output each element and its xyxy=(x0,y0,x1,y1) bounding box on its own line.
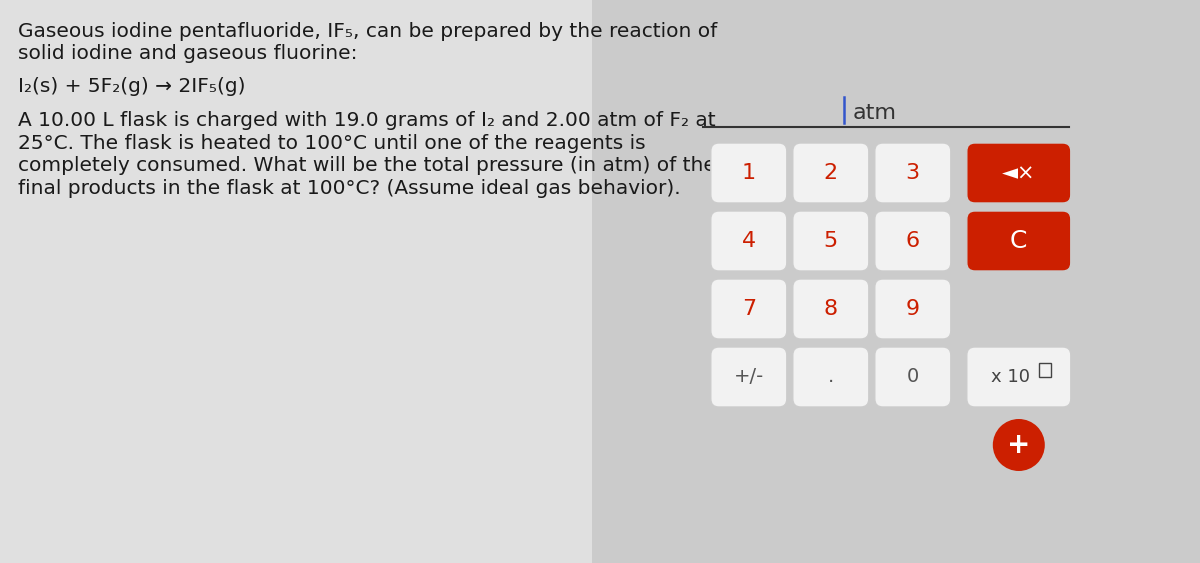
Text: .: . xyxy=(828,368,834,387)
Text: A 10.00 L flask is charged with 19.0 grams of I₂ and 2.00 atm of F₂ at: A 10.00 L flask is charged with 19.0 gra… xyxy=(18,111,715,131)
FancyBboxPatch shape xyxy=(710,279,787,339)
FancyBboxPatch shape xyxy=(875,143,950,203)
Text: 5: 5 xyxy=(823,231,838,251)
Text: 2: 2 xyxy=(823,163,838,183)
Text: Gaseous iodine pentafluoride, IF₅, can be prepared by the reaction of: Gaseous iodine pentafluoride, IF₅, can b… xyxy=(18,22,718,41)
Text: +/-: +/- xyxy=(733,368,764,387)
FancyBboxPatch shape xyxy=(967,347,1070,407)
Text: 3: 3 xyxy=(906,163,920,183)
Text: 1: 1 xyxy=(742,163,756,183)
Text: 25°C. The flask is heated to 100°C until one of the reagents is: 25°C. The flask is heated to 100°C until… xyxy=(18,134,646,153)
FancyBboxPatch shape xyxy=(710,347,787,407)
FancyBboxPatch shape xyxy=(793,347,869,407)
FancyBboxPatch shape xyxy=(967,143,1070,203)
FancyBboxPatch shape xyxy=(793,211,869,271)
Text: x 10: x 10 xyxy=(991,368,1031,386)
Bar xyxy=(0,0,592,563)
Text: completely consumed. What will be the total pressure (in atm) of the: completely consumed. What will be the to… xyxy=(18,157,716,176)
Bar xyxy=(1039,363,1051,377)
FancyBboxPatch shape xyxy=(793,279,869,339)
Bar xyxy=(592,0,1200,563)
Circle shape xyxy=(992,419,1045,471)
FancyBboxPatch shape xyxy=(967,211,1070,271)
FancyBboxPatch shape xyxy=(875,347,950,407)
Text: atm: atm xyxy=(852,103,896,123)
Text: +: + xyxy=(1007,431,1031,459)
FancyBboxPatch shape xyxy=(710,211,787,271)
Text: ◄×: ◄× xyxy=(1002,163,1036,183)
Text: 8: 8 xyxy=(823,299,838,319)
Text: I₂(s) + 5F₂(g) → 2IF₅(g): I₂(s) + 5F₂(g) → 2IF₅(g) xyxy=(18,77,246,96)
Text: C: C xyxy=(1010,229,1027,253)
Text: final products in the flask at 100°C? (Assume ideal gas behavior).: final products in the flask at 100°C? (A… xyxy=(18,179,680,198)
FancyBboxPatch shape xyxy=(710,143,787,203)
Text: 6: 6 xyxy=(906,231,920,251)
Text: solid iodine and gaseous fluorine:: solid iodine and gaseous fluorine: xyxy=(18,44,358,64)
Text: 4: 4 xyxy=(742,231,756,251)
FancyBboxPatch shape xyxy=(793,143,869,203)
Text: 7: 7 xyxy=(742,299,756,319)
FancyBboxPatch shape xyxy=(875,279,950,339)
FancyBboxPatch shape xyxy=(875,211,950,271)
Text: 9: 9 xyxy=(906,299,920,319)
Text: 0: 0 xyxy=(907,368,919,387)
